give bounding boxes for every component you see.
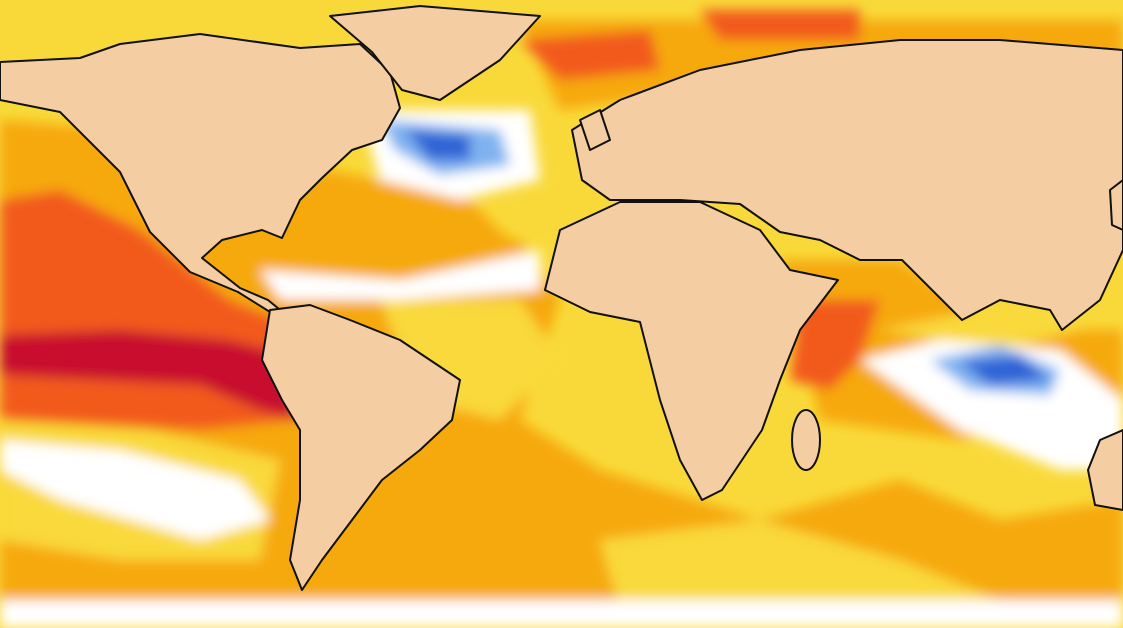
very-hot-field <box>0 330 300 420</box>
south-america <box>261 304 461 591</box>
hot-field <box>790 300 880 390</box>
africa <box>544 201 839 501</box>
neutral-field <box>260 250 540 300</box>
anomaly-fields <box>0 10 1123 628</box>
landmasses <box>0 5 1123 591</box>
uk <box>579 109 611 151</box>
cold-field <box>405 130 470 160</box>
australia <box>1087 429 1123 511</box>
greenland <box>329 5 541 101</box>
madagascar <box>791 409 821 471</box>
hot-field <box>520 30 660 80</box>
hot-field <box>700 10 860 40</box>
eurasia <box>571 39 1123 331</box>
japan <box>1109 179 1123 231</box>
mild-field <box>600 520 1000 620</box>
neutral-field <box>0 600 1123 628</box>
north-america <box>0 33 401 319</box>
neutral-field <box>0 440 270 540</box>
cold-field <box>960 355 1050 385</box>
